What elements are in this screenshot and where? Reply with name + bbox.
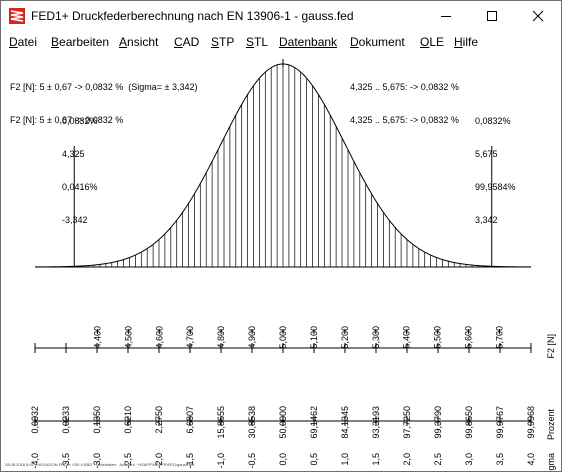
f2-tick-label: 5,600 <box>464 326 474 349</box>
menu-bar: Datei Bearbeiten Ansicht CAD STP STL Dat… <box>1 32 561 52</box>
marker-left-labels: 0,0832% 4,325 0,0416% -3,342 <box>62 94 98 248</box>
menu-bearbeiten[interactable]: Bearbeiten <box>51 35 110 49</box>
menu-ansicht[interactable]: Ansicht <box>119 35 159 49</box>
f2-tick-label: 4,600 <box>154 326 164 349</box>
marker-left-sigma: -3,342 <box>62 215 88 225</box>
minimize-icon <box>441 16 451 17</box>
sigma-tick-label: -2,5 <box>123 453 133 469</box>
stats-right-line2: 4,325 .. 5,675: -> 0,0832 % <box>350 115 459 125</box>
window-title: FED1+ Druckfederberechnung nach EN 13906… <box>31 9 354 23</box>
f2-tick-label: 4,400 <box>92 326 102 349</box>
stats-right: 4,325 .. 5,675: -> 0,0832 % 4,325 .. 5,6… <box>350 60 459 148</box>
menu-datei[interactable]: Datei <box>9 35 38 49</box>
menu-stl[interactable]: STL <box>246 35 269 49</box>
marker-left-percent: 0,0832% <box>62 116 98 126</box>
f2-tick-label: 5,500 <box>433 326 443 349</box>
sigma-tick-label: 2,0 <box>402 453 412 466</box>
menu-datenbank[interactable]: Datenbank <box>279 35 338 49</box>
menu-hilfe[interactable]: Hilfe <box>454 35 479 49</box>
minimize-button[interactable] <box>423 1 469 31</box>
sigma-tick-label: 0,5 <box>309 453 319 466</box>
stats-left-line2: F2 [N]: 5 ± 0,67 -> 0,0832 % <box>10 115 124 125</box>
sigma-tick-label: 0,0 <box>278 453 288 466</box>
stats-left-line1: F2 [N]: 5 ± 0,67 -> 0,0832 % (Sigma= ± 3… <box>10 82 198 92</box>
f2-tick-label: 5,000 <box>278 326 288 349</box>
f2-tick-label: 4,500 <box>123 326 133 349</box>
sigma-tick-label: 3,0 <box>464 453 474 466</box>
menu-dokument[interactable]: Dokument <box>350 35 405 49</box>
sigma-tick-label: 1,0 <box>340 453 350 466</box>
sigma-tick-label: -3,0 <box>92 453 102 469</box>
maximize-button[interactable] <box>469 1 515 31</box>
f2-tick-label: 5,700 <box>495 326 505 349</box>
f2-tick-label: 5,100 <box>309 326 319 349</box>
menu-ole[interactable]: OLE <box>420 35 445 49</box>
sigma-tick-label: -1,0 <box>216 453 226 469</box>
marker-right-value: 5,675 <box>475 149 498 159</box>
status-footer: 28.08.2018 8:01 · HEXAGON FED1+ V30.9 BB… <box>5 462 195 467</box>
f2-axis-label: F2 [N] <box>546 334 556 359</box>
menu-stp[interactable]: STP <box>211 35 235 49</box>
marker-right-cum: 99,9584% <box>475 182 516 192</box>
sigma-tick-label: -4,0 <box>30 453 40 469</box>
sigma-tick-label: -1,5 <box>185 453 195 469</box>
title-bar[interactable]: FED1+ Druckfederberechnung nach EN 13906… <box>1 1 561 31</box>
sigma-tick-label: 2,5 <box>433 453 443 466</box>
maximize-icon <box>487 11 497 21</box>
f2-tick-label: 4,700 <box>185 326 195 349</box>
close-button[interactable] <box>515 1 561 31</box>
marker-left-cum: 0,0416% <box>62 182 98 192</box>
spring-app-icon[interactable] <box>9 8 25 24</box>
sigma-axis-label: Sigma <box>546 453 556 471</box>
sigma-tick-label: 3,5 <box>495 453 505 466</box>
f2-tick-label: 5,400 <box>402 326 412 349</box>
f2-tick-label: 4,800 <box>216 326 226 349</box>
stats-left: F2 [N]: 5 ± 0,67 -> 0,0832 % (Sigma= ± 3… <box>10 60 197 148</box>
marker-right-sigma: 3,342 <box>475 215 498 225</box>
close-icon <box>532 10 544 22</box>
stats-right-line1: 4,325 .. 5,675: -> 0,0832 % <box>350 82 459 92</box>
sigma-tick-label: -0,5 <box>247 453 257 469</box>
sigma-tick-label: -3,5 <box>61 453 71 469</box>
f2-tick-label: 5,300 <box>371 326 381 349</box>
marker-right-labels: 0,0832% 5,675 99,9584% 3,342 <box>475 94 516 248</box>
marker-left-value: 4,325 <box>62 149 85 159</box>
sigma-tick-label: -2,0 <box>154 453 164 469</box>
f2-tick-label: 5,200 <box>340 326 350 349</box>
menu-cad[interactable]: CAD <box>174 35 200 49</box>
percent-axis-label: Prozent <box>546 409 556 441</box>
marker-right-percent: 0,0832% <box>475 116 511 126</box>
sigma-tick-label: 4,0 <box>526 453 536 466</box>
sigma-tick-label: 1,5 <box>371 453 381 466</box>
f2-tick-label: 4,900 <box>247 326 257 349</box>
